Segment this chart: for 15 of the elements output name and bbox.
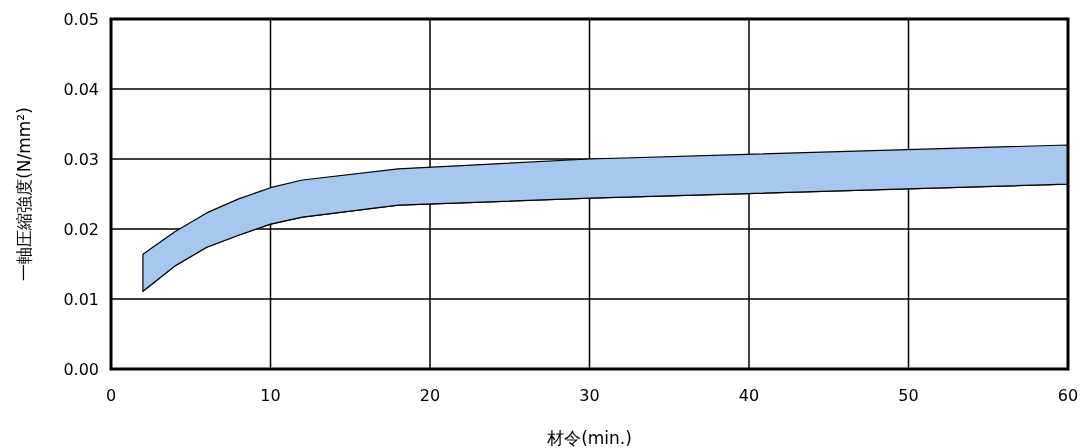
x-axis-title: 材令(min.) bbox=[546, 428, 632, 448]
x-tick-label: 50 bbox=[898, 386, 919, 405]
y-tick-label: 0.01 bbox=[63, 290, 99, 309]
y-tick-label: 0.03 bbox=[63, 150, 99, 169]
x-tick-label: 30 bbox=[579, 386, 600, 405]
y-axis-title: 一軸圧縮強度(N/mm²) bbox=[14, 107, 34, 281]
x-tick-label: 10 bbox=[260, 386, 281, 405]
x-tick-label: 40 bbox=[738, 386, 760, 405]
x-tick-label: 20 bbox=[419, 386, 441, 405]
y-tick-label: 0.04 bbox=[63, 80, 99, 99]
x-tick-label: 60 bbox=[1057, 386, 1079, 405]
x-tick-label: 0 bbox=[105, 386, 117, 405]
y-tick-label: 0.02 bbox=[63, 220, 99, 239]
y-tick-label: 0.00 bbox=[63, 360, 99, 379]
y-tick-label: 0.05 bbox=[63, 10, 99, 29]
